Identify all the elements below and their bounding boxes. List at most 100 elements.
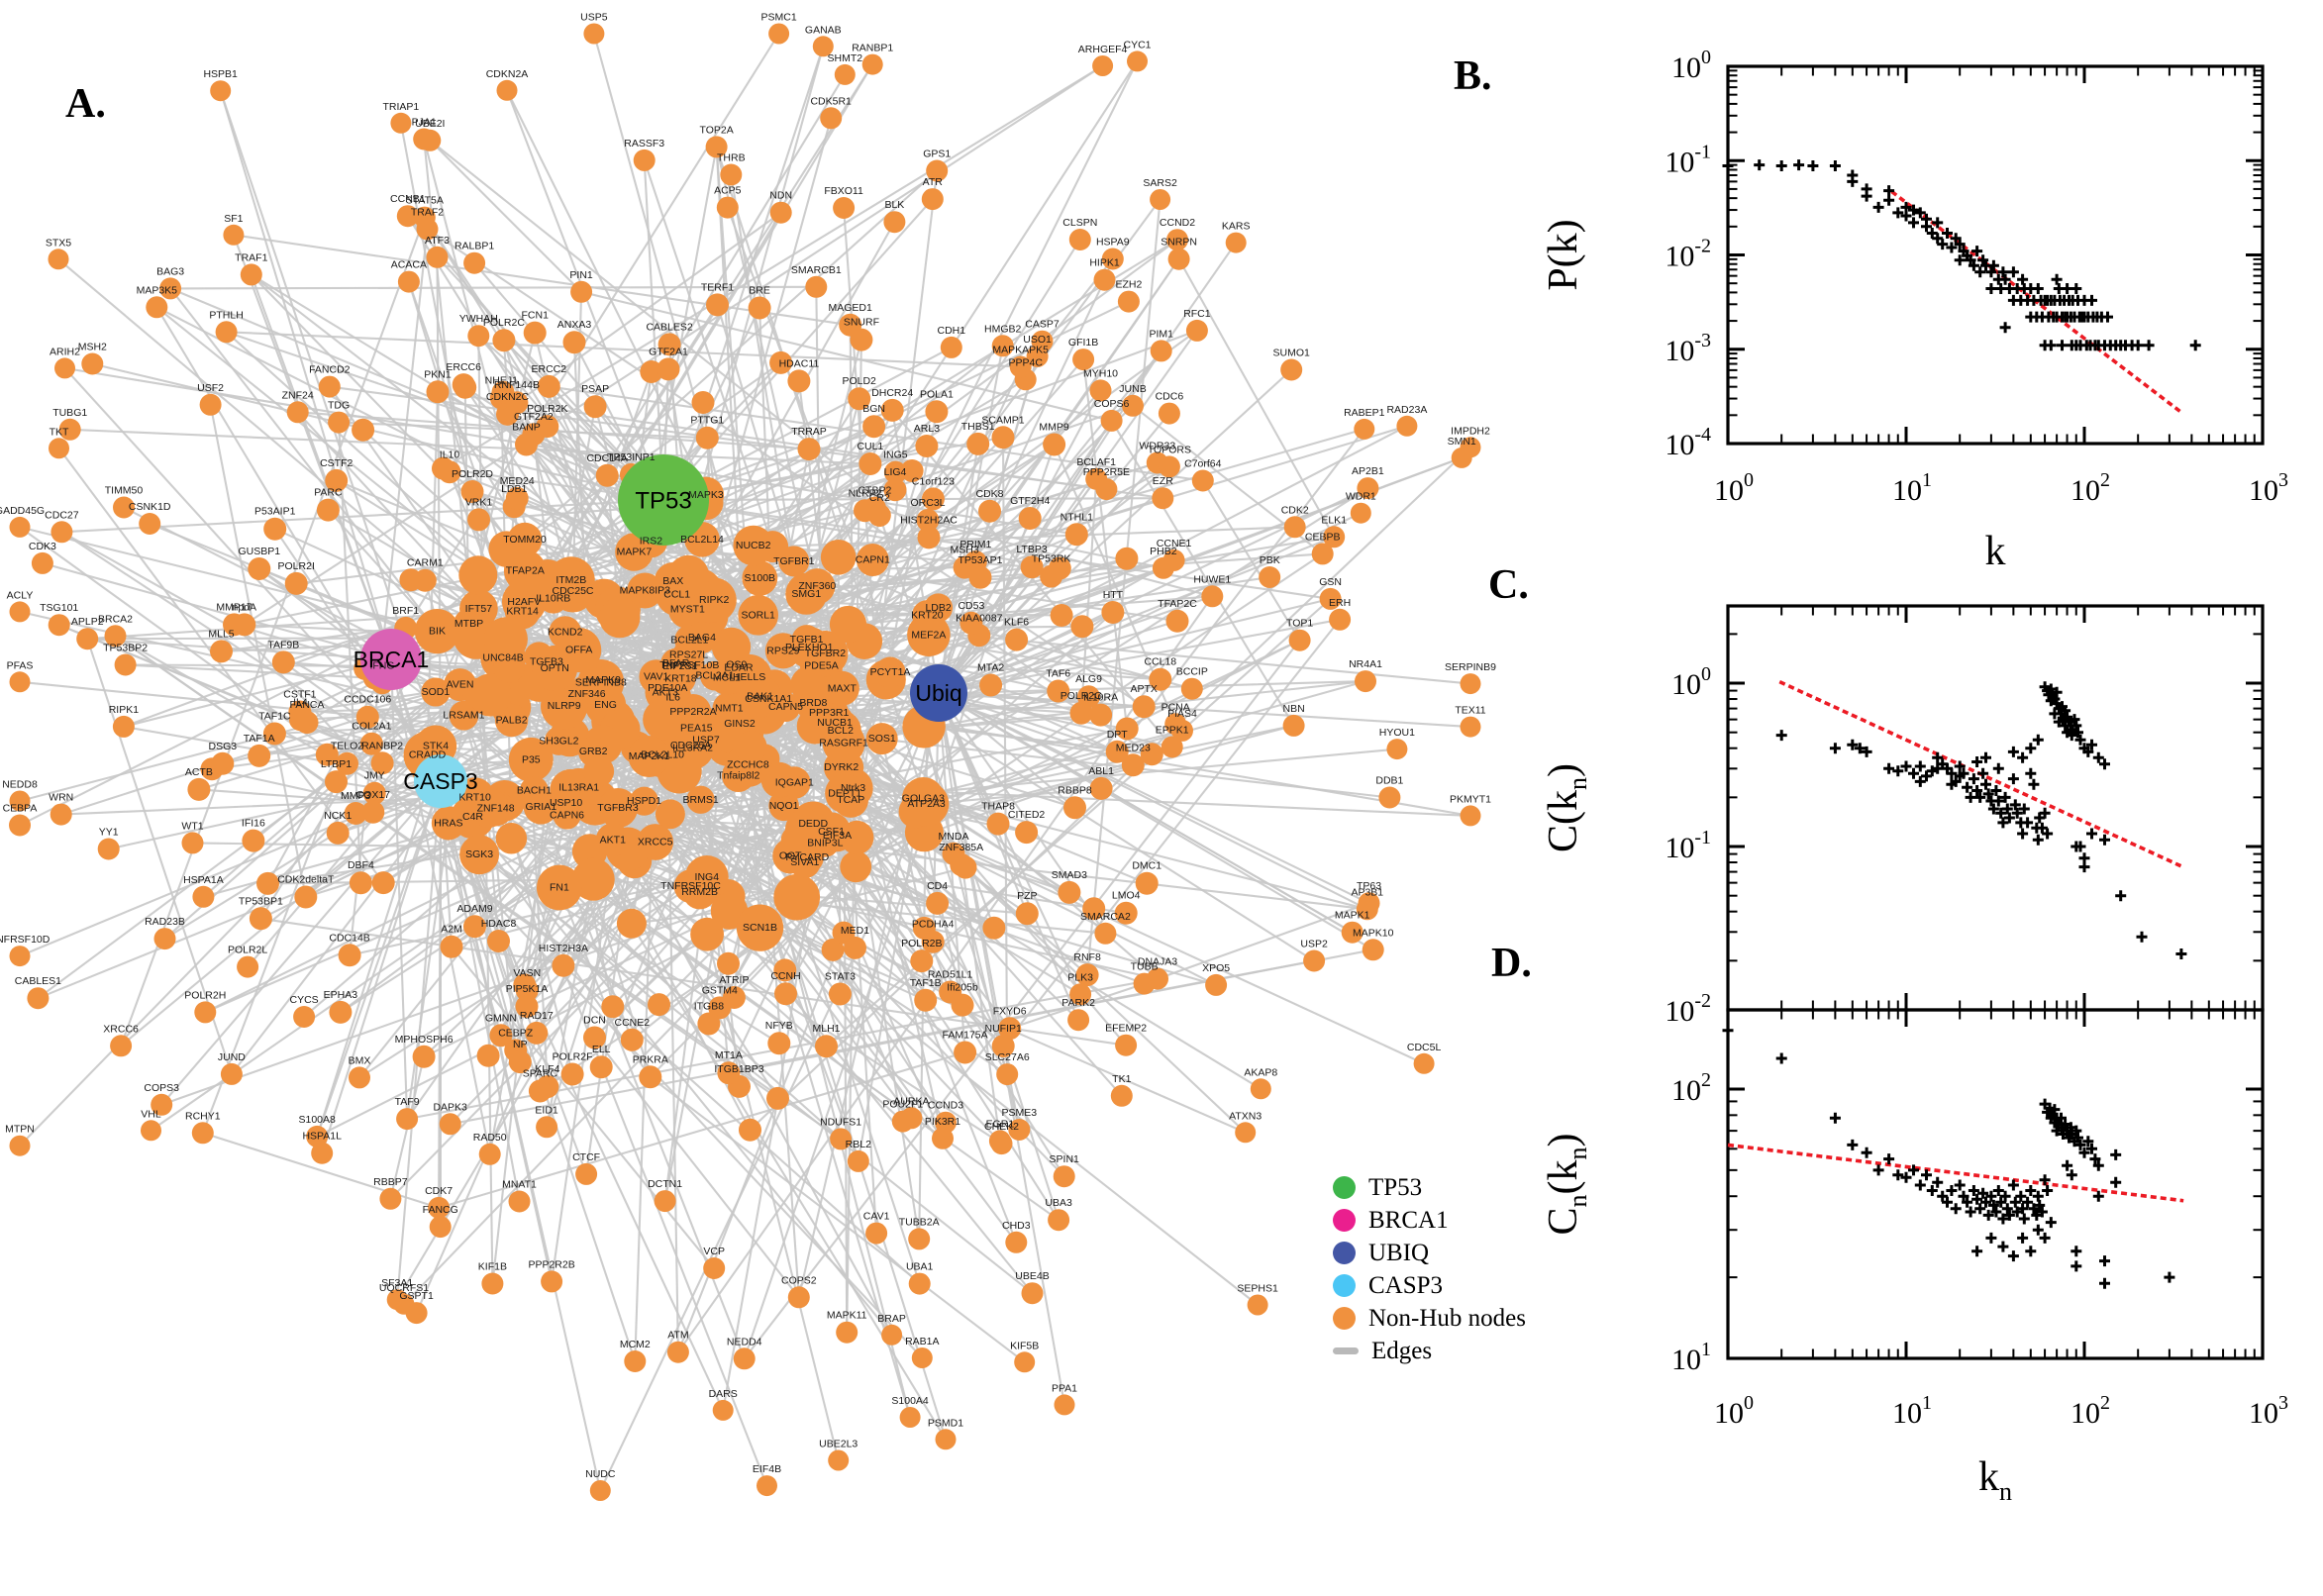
gene-label: MCM2 (620, 1339, 651, 1350)
gene-label: TAF1A (244, 733, 275, 745)
gene-label: FN1 (550, 882, 569, 894)
gene-label: SF1 (224, 213, 243, 225)
network-node (575, 1162, 598, 1185)
node-circle-icon (1333, 1274, 1356, 1297)
gene-label: A2M (441, 924, 462, 936)
network-node (820, 539, 857, 575)
gene-label: POLR2H (184, 989, 226, 1001)
network-edge (1156, 902, 1370, 980)
gene-label: HMGB2 (984, 323, 1022, 335)
node-circle-icon (1333, 1242, 1356, 1264)
gene-label: ATXN3 (1229, 1110, 1262, 1122)
network-node (648, 993, 670, 1017)
gene-label: HIST2H3A (539, 943, 588, 954)
gene-label: APLP2 (71, 616, 104, 628)
gene-label: DPT (1107, 729, 1129, 741)
network-edge (404, 32, 780, 630)
node-circle-icon (1333, 1307, 1356, 1330)
network-node (1150, 189, 1171, 210)
gene-label: PALB2 (496, 715, 528, 727)
network-node (294, 885, 318, 909)
gene-label: TEX11 (1455, 705, 1485, 717)
gene-label: AURKA (893, 1095, 929, 1107)
network-node (50, 803, 72, 826)
network-node (344, 802, 367, 825)
gene-label: MAP2K1 (629, 750, 670, 762)
gene-label: NEDD4 (727, 1336, 762, 1347)
fit-line (1890, 190, 2184, 415)
network-node (352, 418, 375, 442)
network-edge (880, 738, 926, 930)
network-node (1093, 268, 1116, 291)
network-node (556, 628, 602, 673)
network-node (589, 1055, 613, 1079)
network-node (595, 463, 619, 487)
gene-label: POLA1 (920, 388, 954, 400)
network-node (830, 1128, 853, 1150)
gene-label: VRK1 (465, 496, 493, 508)
network-edge (813, 725, 1247, 1134)
gene-label: TIMM50 (105, 485, 144, 497)
gene-label: CLSPN (1062, 217, 1097, 229)
network-node (454, 375, 477, 399)
network-node (112, 715, 135, 738)
gene-label: LTBP3 (1016, 544, 1047, 555)
network-node (181, 832, 204, 854)
gene-label: TRRAP (791, 426, 827, 438)
network-node (1158, 402, 1180, 425)
gene-label: S100B (745, 572, 776, 584)
gene-label: CAPN5 (768, 701, 803, 713)
gene-label: THRB (717, 152, 746, 164)
gene-label: CCNB1 (390, 193, 426, 205)
gene-label: JUNB (1119, 383, 1146, 395)
network-edge (57, 447, 385, 884)
gene-label: OFFA (565, 645, 592, 656)
gene-label: EIF4B (753, 1463, 781, 1475)
gene-label: ZNF24 (282, 389, 314, 401)
network-node (507, 522, 543, 557)
network-node (733, 1347, 756, 1370)
network-nodes (9, 23, 1481, 1501)
gene-label: ARIH2 (50, 346, 80, 357)
network-node (9, 1135, 31, 1156)
gene-label: BFAR (662, 657, 690, 669)
network-node (1020, 555, 1044, 579)
network-node (1018, 507, 1042, 530)
gene-label: NMT1 (715, 703, 744, 715)
gene-label: FBXO11 (824, 185, 863, 197)
gene-label: WDR33 (1139, 441, 1175, 452)
gene-label: KIF5B (1010, 1340, 1039, 1351)
network-node (487, 930, 510, 952)
gene-label: LMO4 (1112, 890, 1141, 902)
network-node (1114, 901, 1138, 925)
network-edge (743, 443, 1056, 1360)
network-node (153, 928, 176, 950)
gene-label: PPP2R5E (1083, 466, 1130, 478)
network-node (318, 375, 341, 398)
gene-label: COPS3 (144, 1082, 179, 1094)
network-node (926, 891, 950, 915)
network-node (386, 1289, 408, 1311)
network-node (1043, 433, 1066, 456)
network-edge (120, 216, 426, 1047)
network-node (812, 36, 834, 57)
panel-d-label: D. (1491, 941, 1532, 986)
gene-label: POLR2F (553, 1051, 593, 1063)
network-node (192, 885, 215, 908)
network-node (1152, 556, 1174, 579)
gene-label: IL10 (440, 449, 460, 460)
network-node (991, 335, 1014, 357)
network-node (624, 1350, 647, 1372)
gene-label: BNIP3L (807, 838, 843, 849)
gene-label: PDE5A (804, 660, 838, 672)
gene-label: MYST1 (670, 603, 705, 615)
gene-label: ANXA3 (557, 319, 592, 331)
gene-label: PRIM1 (960, 539, 991, 550)
gene-label: GPS1 (923, 149, 951, 160)
network-labels: IFT57 Ntrk3 P35 Tnfaip8l2 IL13RA1 CSF1 C4R IL13… (0, 12, 1496, 1481)
gene-label: TDG (328, 400, 350, 412)
network-node (426, 246, 449, 268)
gene-label: APTX (1130, 683, 1157, 695)
gene-label: CDC14A (586, 452, 627, 464)
gene-label: RNF144B (494, 379, 540, 391)
